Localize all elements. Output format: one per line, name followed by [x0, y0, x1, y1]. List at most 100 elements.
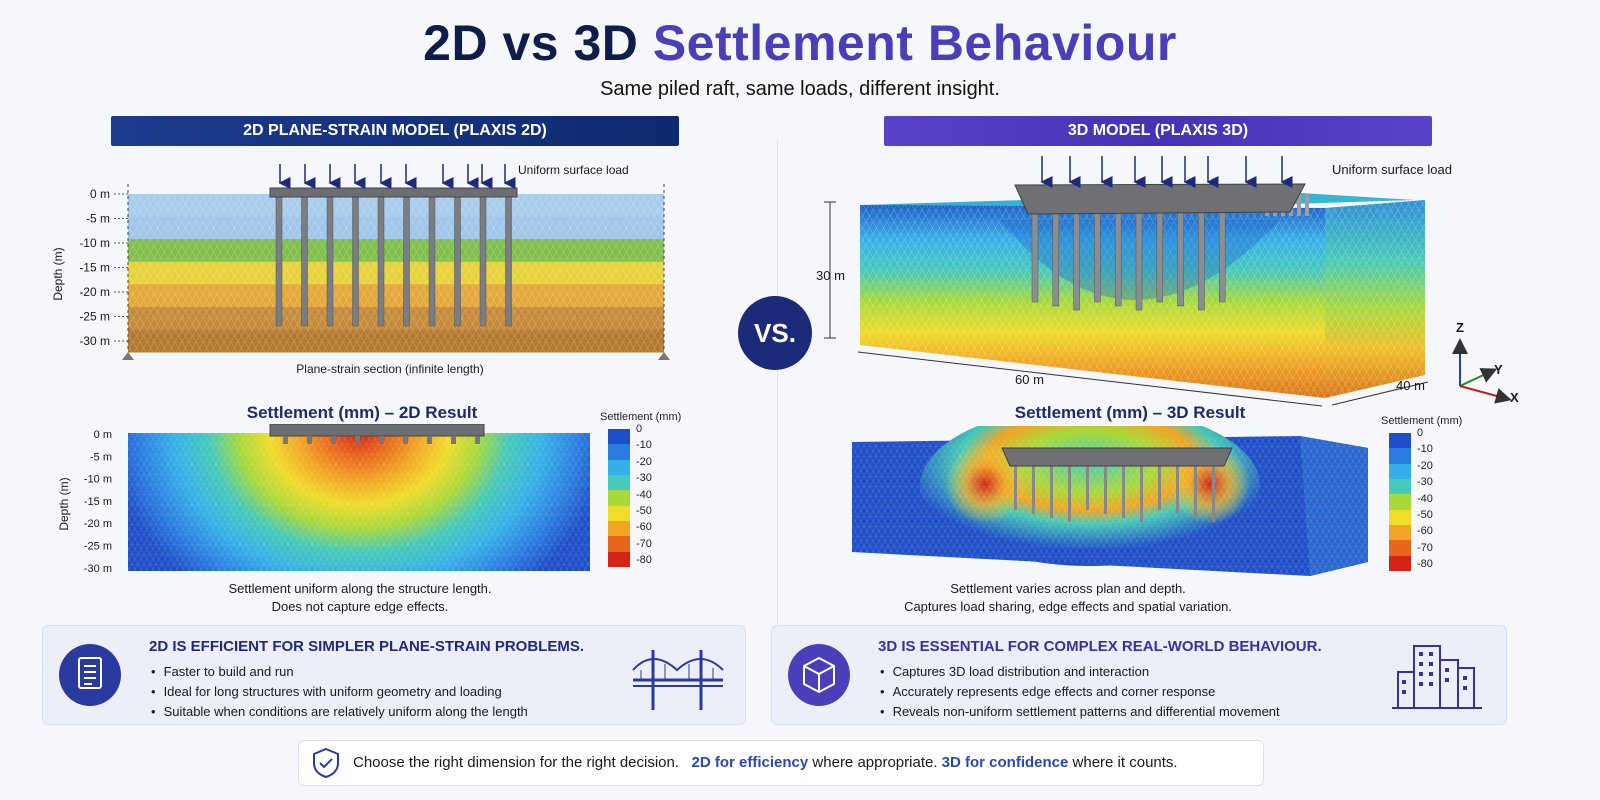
- dim-length-line: [857, 351, 1323, 407]
- buildings-icon: [1392, 645, 1482, 709]
- result-3d-diagram: [852, 426, 1368, 576]
- pile: [377, 195, 385, 327]
- piles-result-2d: [283, 436, 480, 444]
- colorbar-band: [608, 536, 630, 552]
- colorbar-scale: [608, 429, 630, 567]
- colorbar-band: [1389, 478, 1411, 495]
- pile: [1086, 464, 1089, 510]
- depth-tick-label: -30 m: [84, 563, 112, 575]
- panel-2d-title: 2D IS EFFICIENT FOR SIMPLER PLANE-STRAIN…: [149, 638, 585, 655]
- shield-check-icon: [313, 747, 339, 779]
- colorbar-tick: -30: [1417, 476, 1433, 489]
- result-title-2d: Settlement (mm) – 2D Result: [246, 403, 478, 422]
- bridge-icon: [632, 650, 724, 710]
- pile: [1050, 464, 1053, 518]
- axis-y-label: Y: [1494, 362, 1503, 377]
- pile: [352, 195, 359, 327]
- colorbar-tick: -20: [1417, 459, 1433, 472]
- banner-2d: 2D PLANE-STRAIN MODEL (PLAXIS 2D): [111, 116, 679, 146]
- depth-tick-label: -25 m: [84, 541, 112, 553]
- depth-ticks-result-2d: 0 m -5 m -10 m -15 m -20 m -25 m -30 m: [84, 429, 112, 575]
- colorbar-tick: -30: [636, 472, 652, 485]
- depth-tick-label: -20 m: [79, 285, 110, 299]
- load-label-3d: Uniform surface load: [1332, 162, 1452, 177]
- pile: [379, 436, 384, 444]
- depth-tick-label: -15 m: [79, 261, 110, 275]
- pile: [1177, 205, 1184, 307]
- footer-banner: Choose the right dimension for the right…: [298, 740, 1264, 786]
- model-2d-diagram: Uniform surface load 0 m -5 m -10 m -15 m -2…: [51, 163, 670, 376]
- mesh-overlay-2d: [128, 194, 664, 352]
- piles-2d: [275, 195, 512, 327]
- pile: [1156, 205, 1164, 303]
- pile: [1068, 464, 1071, 522]
- result-caption-2d: Settlement uniform along the structure l…: [150, 580, 570, 616]
- dim-width-line: [1331, 381, 1429, 406]
- colorbar-band: [1389, 524, 1411, 541]
- result-caption-2d-line2: Does not capture edge effects.: [271, 599, 449, 614]
- dim-width-label: 40 m: [1396, 378, 1425, 393]
- colorbar-band: [608, 551, 630, 567]
- banner-3d: 3D MODEL (PLAXIS 3D): [884, 116, 1432, 146]
- footer-text: Choose the right dimension for the right…: [353, 754, 1178, 771]
- load-arrows-2d: [278, 164, 516, 189]
- colorbar-band: [608, 429, 630, 445]
- pile: [479, 195, 487, 327]
- footer-highlight-2d: 2D for efficiency: [691, 754, 809, 771]
- result-caption-3d-line2: Captures load sharing, edge effects and …: [904, 599, 1232, 614]
- pile: [1135, 205, 1143, 311]
- depth-tick-label: -15 m: [84, 496, 112, 508]
- pile: [1073, 205, 1080, 311]
- footer-highlight-3d: 3D for confidence: [941, 754, 1069, 771]
- colorbar-tick: -80: [1417, 558, 1433, 571]
- pile: [1140, 464, 1143, 522]
- depth-tick-label: 0 m: [94, 429, 112, 441]
- pile: [1031, 205, 1039, 303]
- pile: [1218, 205, 1226, 303]
- axis-y: [1459, 368, 1498, 387]
- panel-2d-list: Faster to build and run Ideal for long s…: [151, 662, 528, 722]
- colorbar-tick: -10: [636, 439, 652, 452]
- vs-badge: VS.: [738, 296, 812, 370]
- pile: [326, 195, 334, 327]
- pile: [331, 436, 336, 444]
- depth-tick-label: -25 m: [79, 310, 110, 324]
- document-icon: [78, 657, 102, 689]
- depth-axis-label-result-2d: Depth (m): [57, 477, 71, 530]
- panel-3d-item: Accurately represents edge effects and c…: [880, 682, 1280, 702]
- colorbar-band: [1389, 433, 1411, 449]
- support-left: [122, 352, 134, 360]
- pile: [301, 195, 308, 327]
- panel-2d-item: Faster to build and run: [151, 662, 528, 682]
- mesh-overlay-side-3d: [1325, 200, 1425, 398]
- colorbar-tick: -80: [636, 554, 652, 567]
- pile: [1094, 205, 1101, 303]
- colorbar-tick: -40: [636, 488, 652, 501]
- pile: [1052, 205, 1060, 307]
- footer-part3: where it counts.: [1072, 754, 1178, 771]
- pile: [307, 436, 312, 444]
- panel-3d: 3D IS ESSENTIAL FOR COMPLEX REAL-WORLD B…: [771, 625, 1507, 725]
- section-caption-2d: Plane-strain section (infinite length): [296, 362, 483, 376]
- load-arrows-3d: [1040, 156, 1293, 188]
- pile: [1114, 205, 1122, 307]
- pile: [275, 195, 283, 327]
- colorbar-band: [608, 474, 630, 491]
- dim-depth-label: 30 m: [816, 268, 845, 283]
- page-title: 2D vs 3D Settlement Behaviour: [0, 14, 1600, 72]
- colorbar-title-2d: Settlement (mm): [600, 411, 682, 423]
- panel-3d-item: Reveals non-uniform settlement patterns …: [880, 702, 1280, 722]
- colorbar-tick: -70: [1417, 541, 1433, 554]
- dim-length-label: 60 m: [1015, 372, 1044, 387]
- colorbar-tick: 0: [636, 423, 643, 435]
- piles-result-3d: [1014, 464, 1215, 522]
- result-caption-2d-line1: Settlement uniform along the structure l…: [228, 581, 492, 596]
- raft-result-3d: [1001, 447, 1233, 467]
- mesh-overlay-front-3d: [860, 205, 1325, 398]
- panel-3d-title: 3D IS ESSENTIAL FOR COMPLEX REAL-WORLD B…: [878, 638, 1322, 655]
- result-caption-3d-line1: Settlement varies across plan and depth.: [950, 581, 1186, 596]
- pile: [428, 195, 436, 327]
- support-right: [658, 352, 670, 360]
- depth-tick-label: 0 m: [90, 187, 110, 201]
- colorbar-tick: -20: [636, 455, 652, 468]
